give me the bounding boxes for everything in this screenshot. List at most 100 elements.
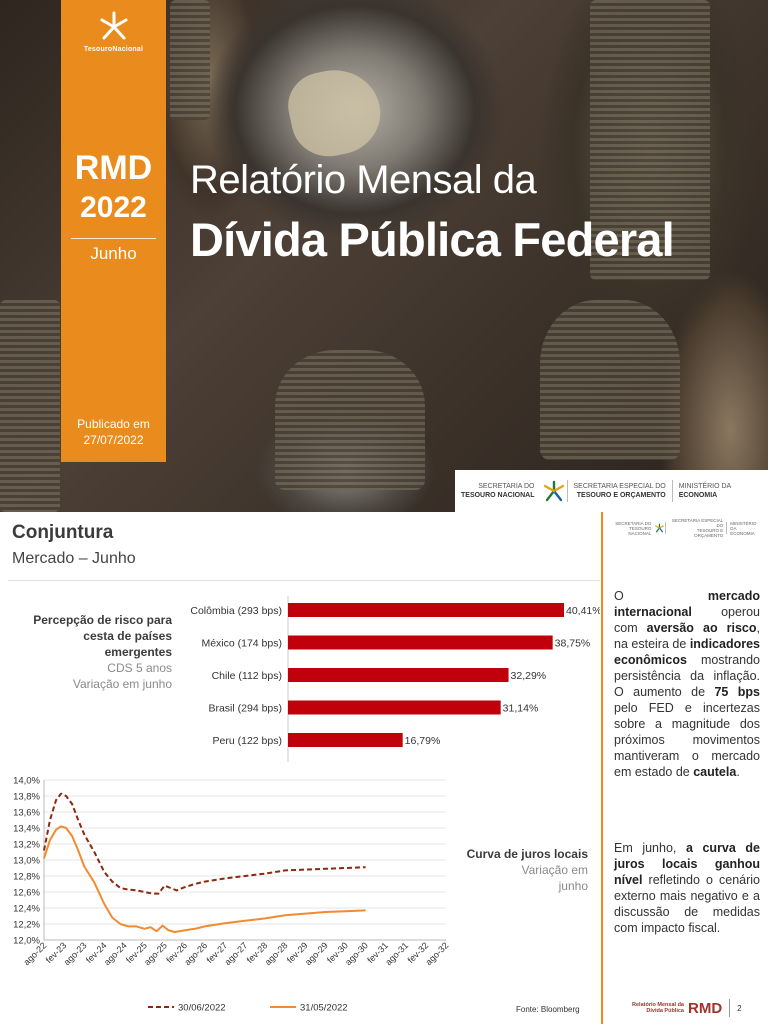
bar-category-label: Brasil (294 bps)	[208, 703, 282, 715]
x-tick-label: ago-29	[303, 940, 330, 967]
p1f: indicadores econômicos	[614, 637, 760, 667]
footer-small-1: Relatório Mensal da	[632, 1002, 684, 1008]
legend-label: 31/05/2022	[300, 1003, 348, 1014]
y-tick-label: 13,4%	[13, 824, 40, 835]
mini-gov-seto: SECRETARIA ESPECIAL DO TESOURO E ORÇAMEN…	[666, 518, 726, 538]
bar-value-label: 40,41%	[566, 605, 600, 617]
y-tick-label: 12,2%	[13, 920, 40, 931]
x-tick-label: ago-26	[182, 940, 209, 967]
y-tick-label: 12,6%	[13, 888, 40, 899]
gov-seto: SECRETARIA ESPECIAL DO TESOURO E ORÇAMEN…	[568, 482, 672, 500]
p1b: mercado internacional	[614, 589, 760, 619]
published-info: Publicado em 27/07/2022	[61, 416, 166, 448]
p1k: .	[736, 765, 740, 779]
published-date: 27/07/2022	[83, 433, 144, 447]
footer-rmd-logo: RMD	[688, 999, 723, 1017]
risk-caption-line5: Variação em junho	[72, 677, 172, 691]
p2a: Em junho,	[614, 841, 686, 855]
coin-stack-top	[170, 0, 210, 120]
x-tick-label: ago-24	[102, 940, 129, 967]
p1j: cautela	[693, 765, 737, 779]
divider	[71, 238, 156, 239]
rmd-year: 2022	[80, 191, 147, 224]
y-tick-label: 13,2%	[13, 840, 40, 851]
bar-value-label: 32,29%	[511, 670, 547, 682]
p1e: , na esteira de	[614, 621, 760, 651]
x-tick-label: ago-25	[142, 940, 169, 967]
bar	[288, 668, 509, 682]
risk-caption-line1: Percepção de risco para	[33, 613, 172, 627]
p1d: aversão ao risco	[646, 621, 757, 635]
gov-s2b: TESOURO E ORÇAMENTO	[576, 492, 666, 499]
conjuntura-page: Conjuntura Mercado – Junho SECRETARIA DO…	[0, 512, 768, 1024]
p1i: pelo FED e incertezas sobre a magnitude …	[614, 701, 760, 779]
yield-curve-chart: 12,0% 12,2% 12,4% 12,6% 12,8% 13,0% 13,2% 13,4%…	[13, 776, 451, 1014]
x-tick-label: ago-28	[263, 940, 290, 967]
rmd-month: Junho	[90, 244, 137, 263]
x-tick-label: ago-31	[383, 940, 410, 967]
published-label: Publicado em	[77, 417, 150, 431]
bar-value-label: 38,75%	[555, 638, 591, 650]
mini-gov-s1b: TESOURO NACIONAL	[628, 525, 652, 536]
p2c: refletindo o cenário externo mais negati…	[614, 873, 760, 935]
brand-label: TesouroNacional	[83, 46, 144, 53]
source-note: Fonte: Bloomberg	[516, 1005, 580, 1014]
section-subtitle: Mercado – Junho	[12, 550, 136, 567]
risk-caption-line4: CDS 5 anos	[107, 661, 172, 675]
cover-title-line1: Relatório Mensal da	[190, 158, 537, 202]
bar-category-label: Colômbia (293 bps)	[190, 605, 282, 617]
y-tick-label: 12,8%	[13, 872, 40, 883]
bar	[288, 733, 403, 747]
coin-stack-right	[590, 0, 710, 280]
cover-page: TesouroNacional RMD 2022 Junho Publicado…	[0, 0, 768, 512]
cover-orange-panel: TesouroNacional RMD 2022 Junho Publicado…	[61, 0, 166, 462]
header-rule	[8, 580, 600, 581]
coin-stack-right-lower	[540, 300, 680, 460]
bar-category-label: México (174 bps)	[201, 638, 282, 650]
rmd-label: RMD	[74, 149, 153, 187]
yield-caption-line3: junho	[558, 879, 588, 893]
p1c: operou com	[614, 605, 760, 635]
mini-gov-s3a: MINISTÉRIO DA	[730, 520, 757, 531]
y-tick-label: 13,0%	[13, 856, 40, 867]
mini-gov-logos: SECRETARIA DO TESOURO NACIONAL SECRETARI…	[606, 518, 764, 538]
mini-gov-star-icon	[655, 523, 665, 533]
coin-stack-left	[0, 300, 60, 512]
y-tick-label: 12,0%	[13, 936, 40, 947]
gov-separator	[566, 480, 568, 502]
gov-s3a: MINISTÉRIO DA	[678, 483, 732, 490]
legend-label: 30/06/2022	[178, 1003, 226, 1014]
gov-s1b: TESOURO NACIONAL	[461, 492, 535, 499]
cds-bar-chart: Colômbia (293 bps) 40,41% México (174 bps)…	[190, 596, 600, 762]
footer-small: Relatório Mensal da Dívida Pública	[606, 1002, 684, 1014]
side-paragraph-1: O mercado internacional operou com avers…	[614, 588, 760, 780]
y-tick-label: 14,0%	[13, 776, 40, 787]
series-line	[43, 825, 366, 933]
page-number: 2	[737, 1003, 742, 1013]
mini-gov-s3b: ECONOMIA	[730, 530, 755, 536]
bar-category-label: Chile (112 bps)	[212, 670, 282, 682]
bar-value-label: 16,79%	[405, 735, 441, 747]
gov-ministerio: MINISTÉRIO DA ECONOMIA	[673, 482, 738, 500]
x-tick-label: ago-27	[223, 940, 250, 967]
gov-s1a: SECRETARIA DO	[478, 483, 535, 490]
x-tick-label: ago-32	[424, 940, 451, 967]
page-footer: Relatório Mensal da Dívida Pública RMD 2	[606, 994, 764, 1022]
mini-gov-s1a: SECRETARIA DO	[615, 520, 652, 526]
gov-s2a: SECRETARIA ESPECIAL DO	[573, 483, 666, 490]
bar	[288, 603, 564, 617]
gov-logos-bar: SECRETARIA DO TESOURO NACIONAL SECRETARI…	[455, 470, 768, 512]
coin-stack-center	[275, 350, 425, 490]
gov-separator	[671, 480, 673, 502]
cover-title-line2: Dívida Pública Federal	[190, 213, 675, 266]
y-tick-label: 12,4%	[13, 904, 40, 915]
x-tick-label: ago-30	[343, 940, 370, 967]
mini-gov-separator	[665, 522, 667, 534]
y-tick-label: 13,6%	[13, 808, 40, 819]
bar-category-label: Peru (122 bps)	[213, 735, 282, 747]
side-paragraph-2: Em junho, a curva de juros locais ganhou…	[614, 840, 760, 936]
series-line	[43, 792, 366, 895]
p1g: mostrando persistência da inflação. O au…	[614, 653, 760, 699]
p2b: a curva de juros locais ganhou nível	[614, 841, 760, 887]
mini-gov-s2b: TESOURO E ORÇAMENTO	[694, 528, 724, 538]
